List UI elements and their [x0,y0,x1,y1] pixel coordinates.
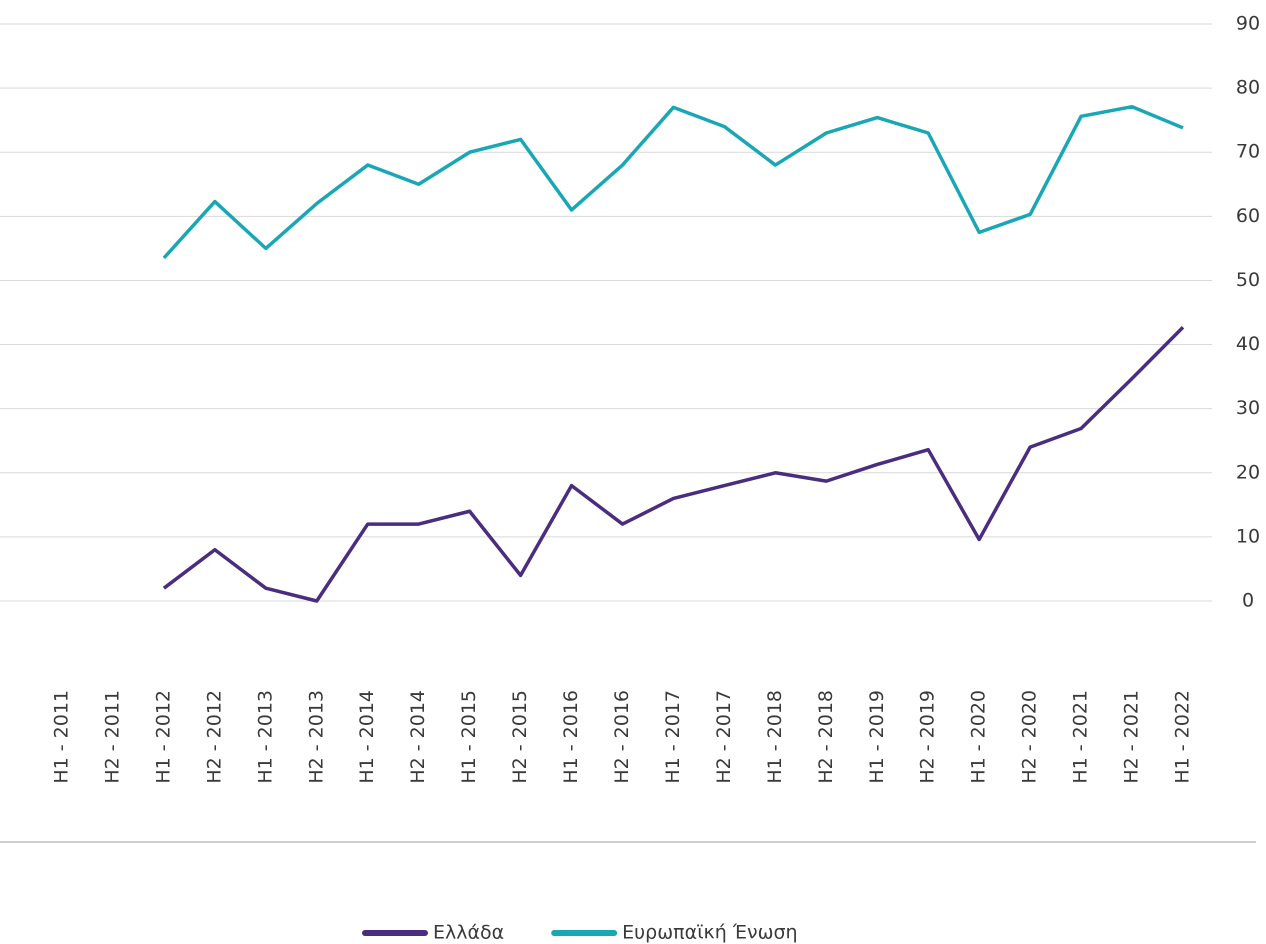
x-tick-label: H1 - 2015 [458,690,480,784]
x-tick-label: H1 - 2014 [356,690,378,784]
y-tick-label: 10 [1236,525,1260,547]
series-line [162,104,1184,260]
y-tick-label: 30 [1236,397,1260,419]
y-tick-label: 0 [1242,590,1254,612]
x-tick-label: H2 - 2021 [1121,690,1143,784]
y-tick-label: 20 [1236,461,1260,483]
x-tick-label: H1 - 2021 [1070,690,1092,784]
y-tick-label: 60 [1236,205,1260,227]
x-tick-label: H1 - 2013 [254,690,276,784]
y-tick-label: 70 [1236,141,1260,163]
x-tick-label: H1 - 2018 [764,690,786,784]
x-tick-label: H2 - 2017 [713,690,735,784]
x-tick-label: H2 - 2019 [917,690,939,784]
legend-label: Ευρωπαϊκή Ένωση [622,922,797,944]
y-tick-label: 40 [1236,333,1260,355]
x-tick-label: H1 - 2019 [866,690,888,784]
x-tick-label: H1 - 2022 [1172,690,1194,784]
y-tick-label: 50 [1236,269,1260,291]
x-tick-label: H2 - 2020 [1019,690,1041,784]
x-tick-label: H2 - 2012 [203,690,225,784]
series-line [162,326,1185,603]
legend-label: Ελλάδα [433,922,504,944]
x-tick-label: H1 - 2016 [560,690,582,784]
x-tick-label: H2 - 2014 [407,690,429,784]
x-tick-label: H2 - 2011 [101,690,123,784]
x-tick-label: H2 - 2016 [611,690,633,784]
x-tick-label: H1 - 2011 [51,690,73,784]
x-tick-label: H1 - 2020 [968,690,990,784]
x-tick-label: H1 - 2017 [662,690,684,784]
x-tick-label: H2 - 2018 [815,690,837,784]
x-tick-label: H1 - 2012 [152,690,174,784]
x-tick-label: H2 - 2015 [509,690,531,784]
y-tick-label: 90 [1236,13,1260,35]
y-tick-label: 80 [1236,77,1260,99]
x-tick-label: H2 - 2013 [305,690,327,784]
